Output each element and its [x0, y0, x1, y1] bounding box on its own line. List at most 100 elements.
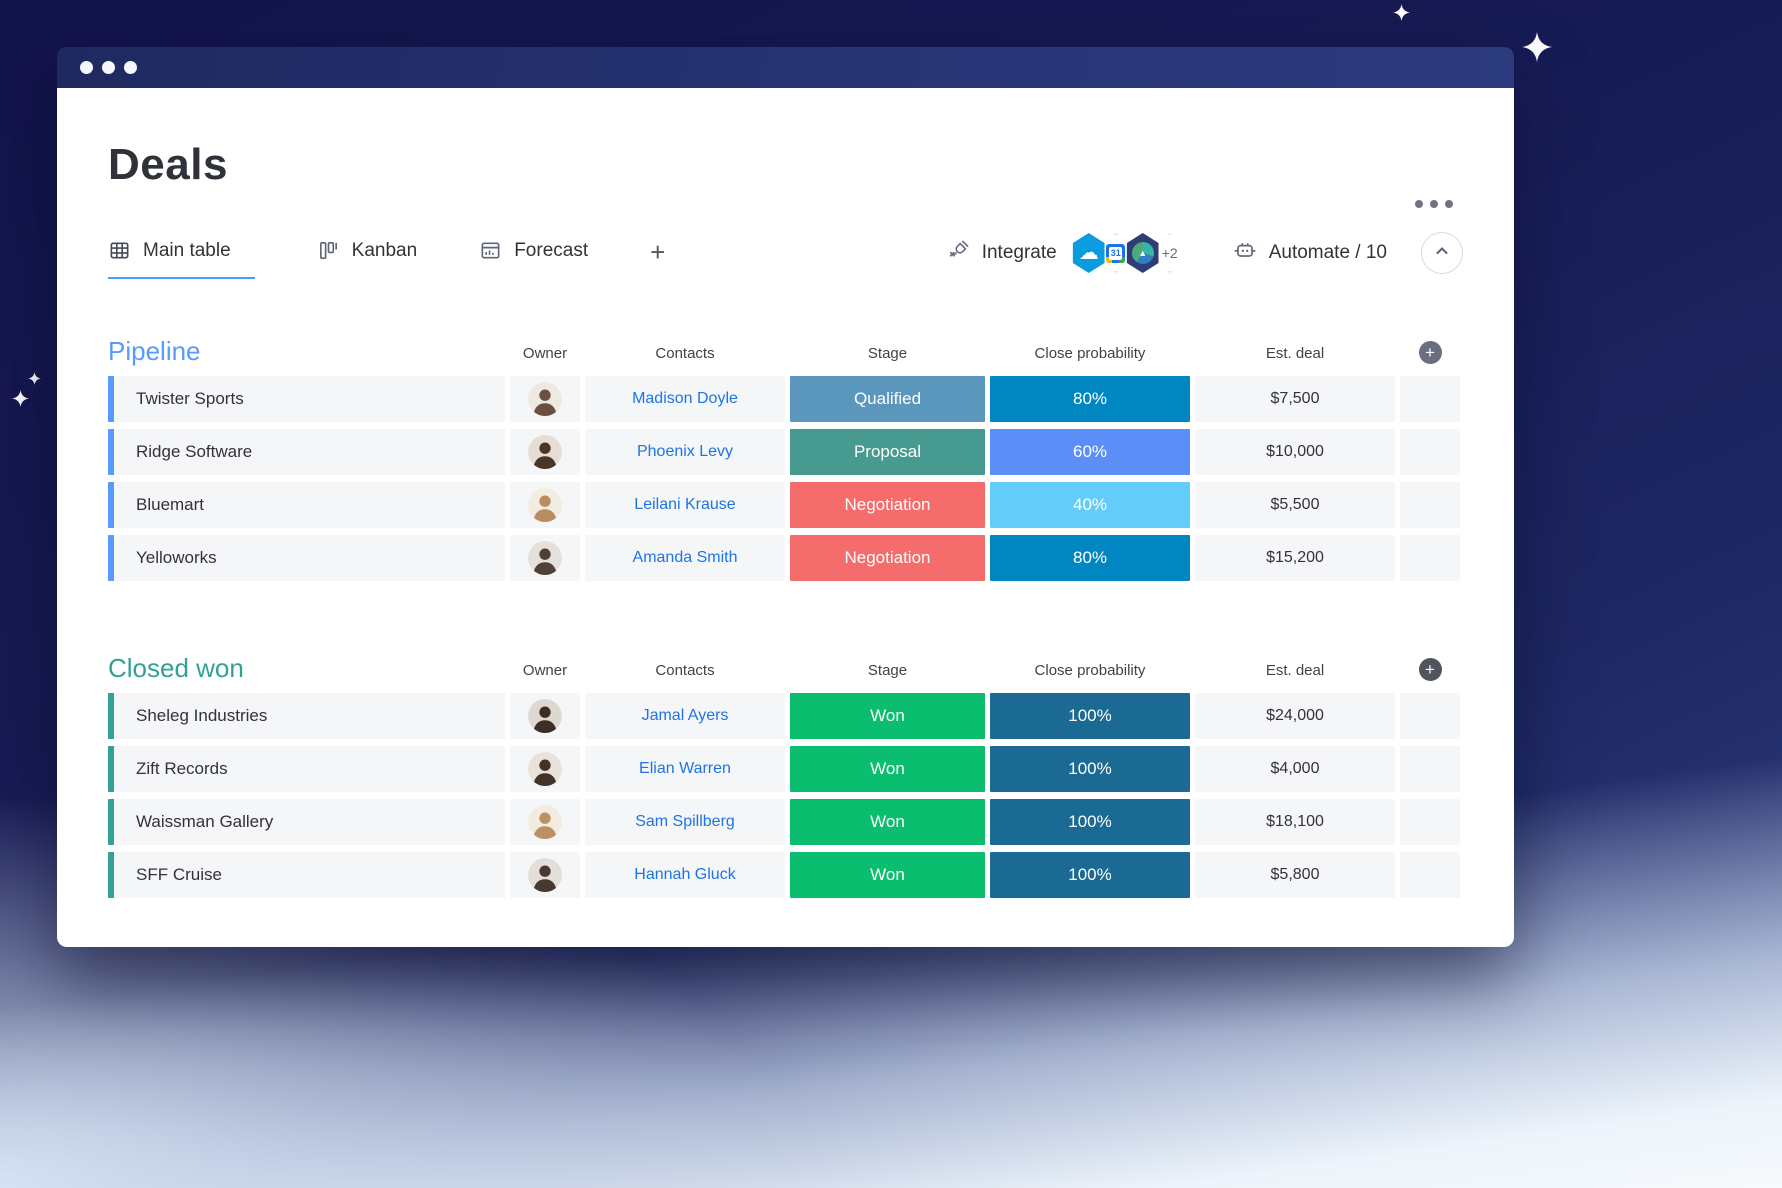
contact-link[interactable]: Amanda Smith — [585, 535, 785, 581]
tab-label: Main table — [143, 239, 231, 261]
kanban-icon — [317, 239, 340, 262]
deal-name: Zift Records — [136, 759, 228, 778]
name-cell[interactable]: Yelloworks — [108, 535, 505, 581]
tab-forecast[interactable]: Forecast — [479, 239, 588, 277]
tab-label: Forecast — [514, 239, 589, 261]
avatar — [528, 805, 562, 839]
integrate-button[interactable]: Integrate — [947, 238, 1057, 268]
name-cell[interactable]: Twister Sports — [108, 376, 505, 422]
name-cell[interactable]: Bluemart — [108, 482, 505, 528]
owner-cell[interactable] — [510, 799, 580, 845]
salesforce-icon: ☁ — [1072, 233, 1105, 273]
stage-cell[interactable]: Won — [790, 693, 985, 739]
add-view-button[interactable]: + — [650, 237, 666, 267]
est-deal-value[interactable]: $24,000 — [1195, 693, 1395, 739]
est-deal-value[interactable]: $4,000 — [1195, 746, 1395, 792]
owner-cell[interactable] — [510, 482, 580, 528]
table-row: SFF Cruise Hannah Gluck Won 100% $5,800 — [108, 852, 1463, 898]
contact-link[interactable]: Elian Warren — [585, 746, 785, 792]
est-deal-value[interactable]: $18,100 — [1195, 799, 1395, 845]
owner-cell[interactable] — [510, 746, 580, 792]
avatar — [528, 488, 562, 522]
table-row: Zift Records Elian Warren Won 100% $4,00… — [108, 746, 1463, 792]
stage-cell[interactable]: Won — [790, 852, 985, 898]
probability-cell[interactable]: 100% — [990, 799, 1190, 845]
row-extra-cell — [1400, 852, 1460, 898]
window-dot[interactable] — [80, 61, 93, 74]
group-title[interactable]: Closed won — [108, 653, 244, 683]
owner-cell[interactable] — [510, 429, 580, 475]
name-cell[interactable]: Ridge Software — [108, 429, 505, 475]
avatar — [528, 435, 562, 469]
table-row: Bluemart Leilani Krause Negotiation 40% … — [108, 482, 1463, 528]
window-titlebar — [57, 47, 1514, 88]
sparkle-icon — [28, 372, 41, 385]
chevron-up-icon — [1434, 243, 1450, 264]
est-deal-value[interactable]: $5,500 — [1195, 482, 1395, 528]
probability-cell[interactable]: 100% — [990, 746, 1190, 792]
contact-link[interactable]: Jamal Ayers — [585, 693, 785, 739]
name-cell[interactable]: SFF Cruise — [108, 852, 505, 898]
contact-link[interactable]: Madison Doyle — [585, 376, 785, 422]
column-header: Stage — [867, 662, 908, 679]
board-group: Closed won Owner Contacts Stage Close proba… — [108, 653, 1463, 898]
group-header: Pipeline Owner Contacts Stage Close probabi… — [108, 336, 1463, 366]
group-title[interactable]: Pipeline — [108, 336, 201, 366]
row-extra-cell — [1400, 482, 1460, 528]
owner-cell[interactable] — [510, 376, 580, 422]
window-dot[interactable] — [102, 61, 115, 74]
probability-cell[interactable]: 100% — [990, 852, 1190, 898]
deal-name: Ridge Software — [136, 442, 253, 461]
app-window: Deals Main table — [57, 47, 1514, 947]
stage-cell[interactable]: Negotiation — [790, 535, 985, 581]
stage-cell[interactable]: Won — [790, 746, 985, 792]
probability-cell[interactable]: 100% — [990, 693, 1190, 739]
avatar — [528, 541, 562, 575]
stage-cell[interactable]: Won — [790, 799, 985, 845]
name-cell[interactable]: Waissman Gallery — [108, 799, 505, 845]
est-deal-value[interactable]: $15,200 — [1195, 535, 1395, 581]
integration-app-icon: ▲ — [1126, 233, 1159, 273]
tab-main-table[interactable]: Main table — [108, 239, 255, 279]
est-deal-value[interactable]: $10,000 — [1195, 429, 1395, 475]
owner-cell[interactable] — [510, 535, 580, 581]
owner-cell[interactable] — [510, 852, 580, 898]
add-column-button[interactable]: + — [1418, 658, 1442, 681]
collapse-header-button[interactable] — [1421, 232, 1463, 274]
est-deal-value[interactable]: $7,500 — [1195, 376, 1395, 422]
tab-kanban[interactable]: Kanban — [317, 239, 417, 277]
integration-icons[interactable]: ☁ 31 ▲ +2 — [1071, 233, 1188, 273]
contact-link[interactable]: Leilani Krause — [585, 482, 785, 528]
add-column-button[interactable]: + — [1418, 341, 1442, 364]
board-menu-button[interactable] — [1409, 194, 1459, 214]
contact-link[interactable]: Hannah Gluck — [585, 852, 785, 898]
est-deal-value[interactable]: $5,800 — [1195, 852, 1395, 898]
column-header: Est. deal — [1265, 662, 1325, 679]
owner-cell[interactable] — [510, 693, 580, 739]
avatar — [528, 858, 562, 892]
contact-link[interactable]: Sam Spillberg — [585, 799, 785, 845]
stage-cell[interactable]: Proposal — [790, 429, 985, 475]
probability-cell[interactable]: 60% — [990, 429, 1190, 475]
column-header: Stage — [867, 345, 908, 362]
stage-cell[interactable]: Qualified — [790, 376, 985, 422]
probability-cell[interactable]: 80% — [990, 535, 1190, 581]
contact-link[interactable]: Phoenix Levy — [585, 429, 785, 475]
column-header: Owner — [522, 662, 568, 679]
window-dot[interactable] — [124, 61, 137, 74]
ellipsis-icon — [1430, 200, 1438, 208]
deal-name: Sheleg Industries — [136, 706, 268, 725]
column-header: Contacts — [655, 345, 715, 362]
row-extra-cell — [1400, 376, 1460, 422]
sparkle-icon — [1393, 4, 1410, 21]
probability-cell[interactable]: 80% — [990, 376, 1190, 422]
name-cell[interactable]: Sheleg Industries — [108, 693, 505, 739]
stage-cell[interactable]: Negotiation — [790, 482, 985, 528]
table-icon — [108, 239, 131, 262]
column-header: Contacts — [655, 662, 715, 679]
name-cell[interactable]: Zift Records — [108, 746, 505, 792]
probability-cell[interactable]: 40% — [990, 482, 1190, 528]
deal-name: Bluemart — [136, 495, 205, 514]
automate-button[interactable]: Automate / 10 — [1232, 237, 1387, 269]
board-toolbar: Integrate ☁ 31 ▲ +2 — [947, 232, 1463, 284]
